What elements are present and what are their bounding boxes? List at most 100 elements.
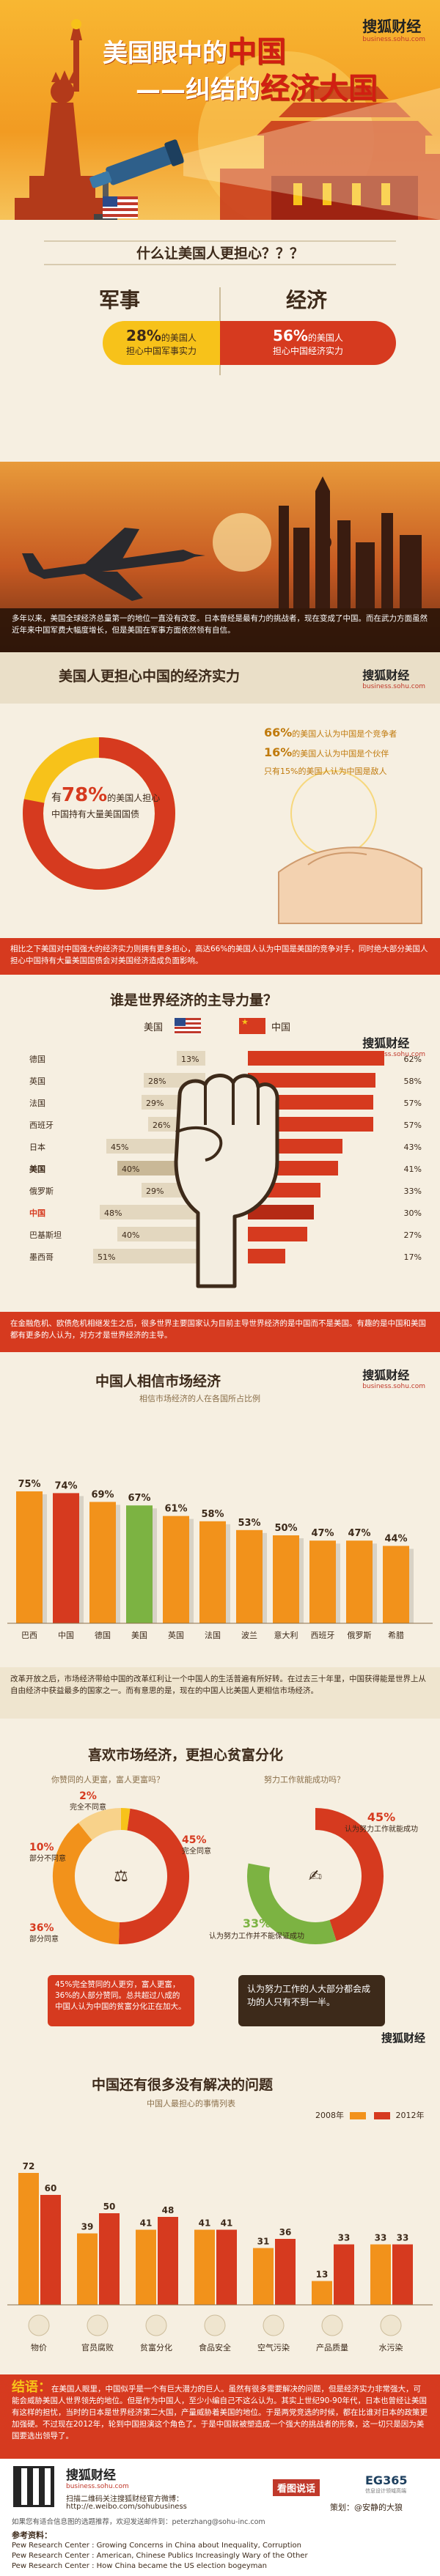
- market-bar-shadow: [79, 1496, 84, 1623]
- market-bar: [163, 1516, 189, 1623]
- footer-brand-text: 搜狐财经: [66, 2468, 116, 2483]
- problem-value-label: 36: [279, 2227, 292, 2237]
- market-value-label: 75%: [18, 1479, 40, 1490]
- problem-category-label: 贫富分化: [140, 2342, 172, 2352]
- worry-item-0: 66%的美国人认为中国是个竞争者: [264, 726, 440, 739]
- problem-category-icon: [263, 2314, 285, 2336]
- military-pct: 28%: [126, 327, 161, 344]
- problem-category-label: 空气污染: [257, 2342, 290, 2352]
- donut-78-arc: [23, 737, 175, 890]
- military-line2: 担心中国军事实力: [125, 346, 197, 356]
- market-category-label: 德国: [95, 1630, 111, 1640]
- right-slice-pct: 33%: [243, 1916, 271, 1930]
- leader-title: 谁是世界经济的主导力量？: [110, 992, 278, 1008]
- title-line1-prefix: 美国眼中的: [103, 39, 227, 68]
- question-banner: 什么让美国人更担心？？？: [44, 240, 396, 265]
- worry-title: 美国人更担心中国的经济实力: [59, 668, 241, 684]
- legend-2012-swatch: [374, 2112, 390, 2119]
- partner2-logo: EG365 信息设计领域高端: [365, 2473, 407, 2495]
- intro-text: 多年以来，美国全球经济总量第一的地位一直没有改变。日本曾经是最有力的挑战者，现在…: [12, 614, 428, 635]
- left-slice-label: 部分同意: [29, 1934, 59, 1944]
- left-note-box: 45%完全赞同的人更穷，富人更富，36%的人部分赞同。总共超过八成的中国人认为中…: [48, 1975, 194, 2026]
- problem-bar: [370, 2244, 391, 2305]
- left-note: 45%完全赞同的人更穷，富人更富，36%的人部分赞同。总共超过八成的中国人认为中…: [55, 1980, 186, 2011]
- footer-brand-url: business.sohu.com: [66, 2483, 129, 2490]
- market-category-label: 中国: [58, 1631, 74, 1640]
- inequality-brand: 搜狐财经: [381, 2030, 425, 2045]
- brand-url: business.sohu.com: [362, 36, 425, 43]
- right-note-box: 认为努力工作的人大部分都会成功的人只有不到一半。: [238, 1975, 385, 2026]
- problem-bar: [216, 2229, 237, 2305]
- economy-stat: 56%的美国人 担心中国经济实力: [242, 327, 374, 357]
- problem-category-icon: [380, 2314, 402, 2336]
- problem-value-label: 41: [140, 2218, 153, 2229]
- market-bar: [309, 1540, 336, 1623]
- question-section: 什么让美国人更担心？？？ 军事 经济 28%的美国人 担心中国军事实力 56%的…: [0, 220, 440, 462]
- header-brand: 搜狐财经 business.sohu.com: [362, 15, 425, 43]
- leader-cn-bar: [248, 1095, 373, 1110]
- intro-box: 多年以来，美国全球经济总量第一的地位一直没有改变。日本曾经是最有力的挑战者，现在…: [0, 608, 440, 652]
- leader-cn-value: 41%: [404, 1165, 422, 1174]
- leader-cn-value: 57%: [404, 1121, 422, 1130]
- problem-bar: [194, 2229, 215, 2305]
- problem-bar: [77, 2233, 98, 2305]
- cn-flag-icon: [239, 1018, 265, 1034]
- military-stat: 28%的美国人 担心中国军事实力: [110, 327, 213, 357]
- market-bar-shadow: [189, 1518, 194, 1623]
- problem-bar: [40, 2195, 61, 2305]
- market-bar-shadow: [153, 1508, 157, 1623]
- header-illustration: [15, 19, 440, 220]
- worry-item-2-text: 只有15%的美国人认为中国是敌人: [264, 767, 387, 776]
- inequality-slice: [118, 1808, 189, 1944]
- leader-us-value: 40%: [122, 1230, 139, 1240]
- military-pill: [103, 321, 220, 365]
- scan-text: 扫描二维码关注搜狐财经官方微博：: [66, 2495, 183, 2503]
- right-slice-label: 认为努力工作并不能保证成功: [209, 1931, 304, 1941]
- problem-category-icon: [204, 2314, 226, 2336]
- problems-chart: 72 60 物价 39 50 官员腐败 41 48 贫富分化 41 41 食品安全 31 36 空气污染 13…: [7, 2161, 433, 2352]
- problem-bar: [275, 2239, 296, 2305]
- market-bar-shadow: [373, 1543, 377, 1623]
- leader-us-bar: [177, 1051, 205, 1066]
- leader-country-label: 墨西哥: [29, 1252, 54, 1262]
- problem-category-label: 食品安全: [199, 2342, 231, 2352]
- market-value-label: 67%: [128, 1493, 150, 1504]
- problem-category-icon: [28, 2314, 50, 2336]
- left-slice-pct: 36%: [29, 1922, 54, 1934]
- economy-line2: 担心中国经济实力: [272, 346, 343, 356]
- leader-brand-text: 搜狐财经: [362, 1036, 410, 1050]
- legend-2008-label: 2008年: [315, 2111, 344, 2120]
- worry-item-0-pct: 66%: [264, 726, 293, 739]
- inequality-section: 喜欢市场经济，更担心贫富分化 你赞同的人更富，富人更富吗？ 努力工作就能成功吗？…: [0, 1730, 440, 2052]
- problem-value-label: 39: [81, 2222, 94, 2232]
- worry-item-2: 只有15%的美国人认为中国是敌人: [264, 765, 440, 777]
- problem-bar: [392, 2244, 413, 2305]
- leader-us-value: 28%: [148, 1077, 166, 1086]
- market-bar-shadow: [226, 1524, 230, 1623]
- market-value-label: 69%: [91, 1489, 114, 1500]
- market-bar: [236, 1529, 263, 1623]
- market-category-label: 意大利: [274, 1630, 298, 1640]
- weibo-url[interactable]: http://e.weibo.com/sohubusiness: [66, 2503, 187, 2511]
- ref-item: Pew Research Center : How China became t…: [12, 2562, 267, 2570]
- leader-us-label: 美国: [144, 1022, 164, 1033]
- have-prefix: 有: [51, 792, 62, 804]
- military-line1: 的美国人: [161, 333, 197, 343]
- title-line2-emph: 经济大国: [260, 72, 378, 106]
- leader-brand: 搜狐财经 business.sohu.com: [362, 1033, 425, 1058]
- leader-chart: 德国 13% 62% 英国 28% 58% 法国 29% 57% 西班牙 26% 57% 日本 45% 43…: [29, 1051, 422, 1288]
- leader-country-label: 英国: [29, 1076, 45, 1086]
- header-title-line2: ——纠结的经济大国: [136, 64, 378, 107]
- problem-category-label: 物价: [31, 2342, 47, 2352]
- leader-cn-value: 58%: [404, 1077, 422, 1086]
- hand-illustration: [278, 770, 422, 924]
- market-value-label: 50%: [274, 1523, 297, 1534]
- market-value-label: 74%: [54, 1480, 77, 1491]
- market-brand-url: business.sohu.com: [362, 1383, 425, 1390]
- market-bar: [16, 1491, 43, 1623]
- leader-us-value: 26%: [153, 1121, 170, 1130]
- header: 美国眼中的中国 ——纠结的经济大国 搜狐财经 business.sohu.com: [0, 0, 440, 220]
- title-line2-prefix: ——纠结的: [136, 75, 260, 105]
- market-bar: [126, 1505, 153, 1623]
- leader-cn-value: 27%: [404, 1230, 422, 1240]
